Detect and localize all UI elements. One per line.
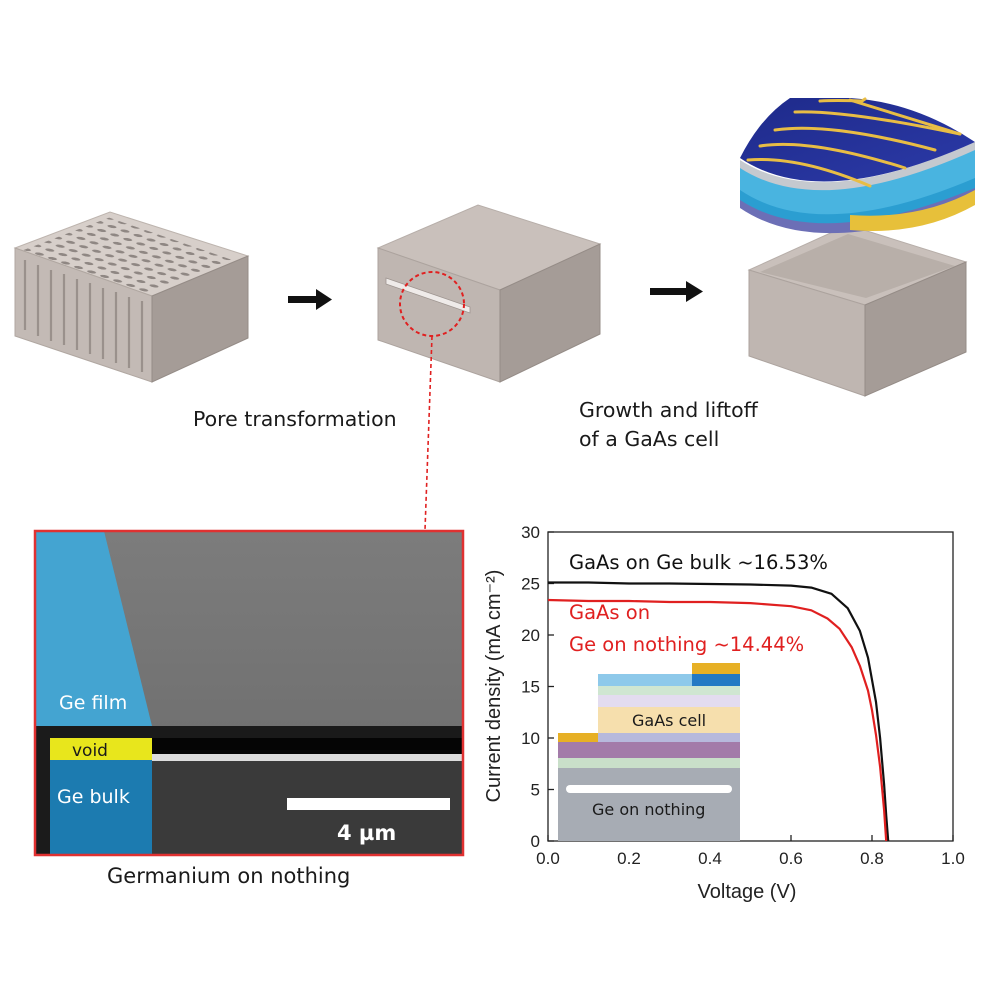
scale-bar-label: 4 µm <box>337 821 396 845</box>
y-tick-label: 10 <box>521 729 540 748</box>
ge-bulk-label: Ge bulk <box>57 786 130 808</box>
y-tick-label: 30 <box>521 523 540 542</box>
liftoff-block <box>747 224 968 397</box>
y-tick-label: 15 <box>521 678 540 697</box>
scale-bar <box>287 798 450 810</box>
pore-grid <box>23 217 232 293</box>
inset-void-bar <box>566 785 732 793</box>
jv-curves <box>547 581 890 842</box>
ge-film-overlay <box>35 531 152 726</box>
pore-slots <box>23 260 144 372</box>
jv-curve-ge-on-nothing <box>547 598 888 842</box>
x-tick-label: 0.6 <box>779 849 803 868</box>
y-tick-label: 5 <box>531 781 540 800</box>
x-tick-label: 0.8 <box>860 849 884 868</box>
y-tick-label: 25 <box>521 575 540 594</box>
x-tick-label: 0.2 <box>617 849 641 868</box>
void-slot <box>385 277 471 314</box>
x-tick-label: 1.0 <box>941 849 965 868</box>
flexible-gaas-cell <box>740 97 975 234</box>
legend-gon-line1: GaAs on <box>569 601 650 624</box>
jv-curve-ge-bulk <box>548 581 890 842</box>
ge-film-label: Ge film <box>59 692 127 714</box>
legend-gon-line2: Ge on nothing ~14.44% <box>569 633 804 656</box>
y-axis-label: Current density (mA cm⁻²) <box>483 570 505 803</box>
inset-substrate-label: Ge on nothing <box>592 800 705 819</box>
y-tick-label: 0 <box>531 832 540 851</box>
jv-chart: 0.0 0.2 0.4 0.6 0.8 1.0 0 5 10 15 20 25 30 GaAs on G… <box>483 523 965 903</box>
cell-stack-inset <box>558 663 740 841</box>
cell-grid-fingers <box>746 97 962 188</box>
void-label: void <box>72 741 108 761</box>
y-tick-label: 20 <box>521 626 540 645</box>
sem-frame <box>33 529 465 857</box>
void-overlay <box>50 738 152 760</box>
growth-liftoff-caption-line1: Growth and liftoff <box>579 398 759 422</box>
arrow-2 <box>650 281 703 302</box>
x-tick-label: 0.4 <box>698 849 722 868</box>
arrow-1 <box>288 289 332 310</box>
zoom-connector <box>424 335 433 531</box>
x-tick-label: 0.0 <box>536 849 560 868</box>
sem-caption: Germanium on nothing <box>107 864 350 888</box>
x-axis-label: Voltage (V) <box>698 881 797 903</box>
growth-liftoff-caption-line2: of a GaAs cell <box>579 427 719 451</box>
ge-bulk-overlay <box>50 760 152 855</box>
inset-cell-label: GaAs cell <box>632 711 706 730</box>
porous-block <box>13 211 250 383</box>
solid-block <box>376 204 602 383</box>
pore-transformation-caption: Pore transformation <box>193 407 397 431</box>
legend-bulk: GaAs on Ge bulk ~16.53% <box>569 551 828 574</box>
axis-ticks: 0.0 0.2 0.4 0.6 0.8 1.0 0 5 10 15 20 25 30 <box>521 523 965 868</box>
